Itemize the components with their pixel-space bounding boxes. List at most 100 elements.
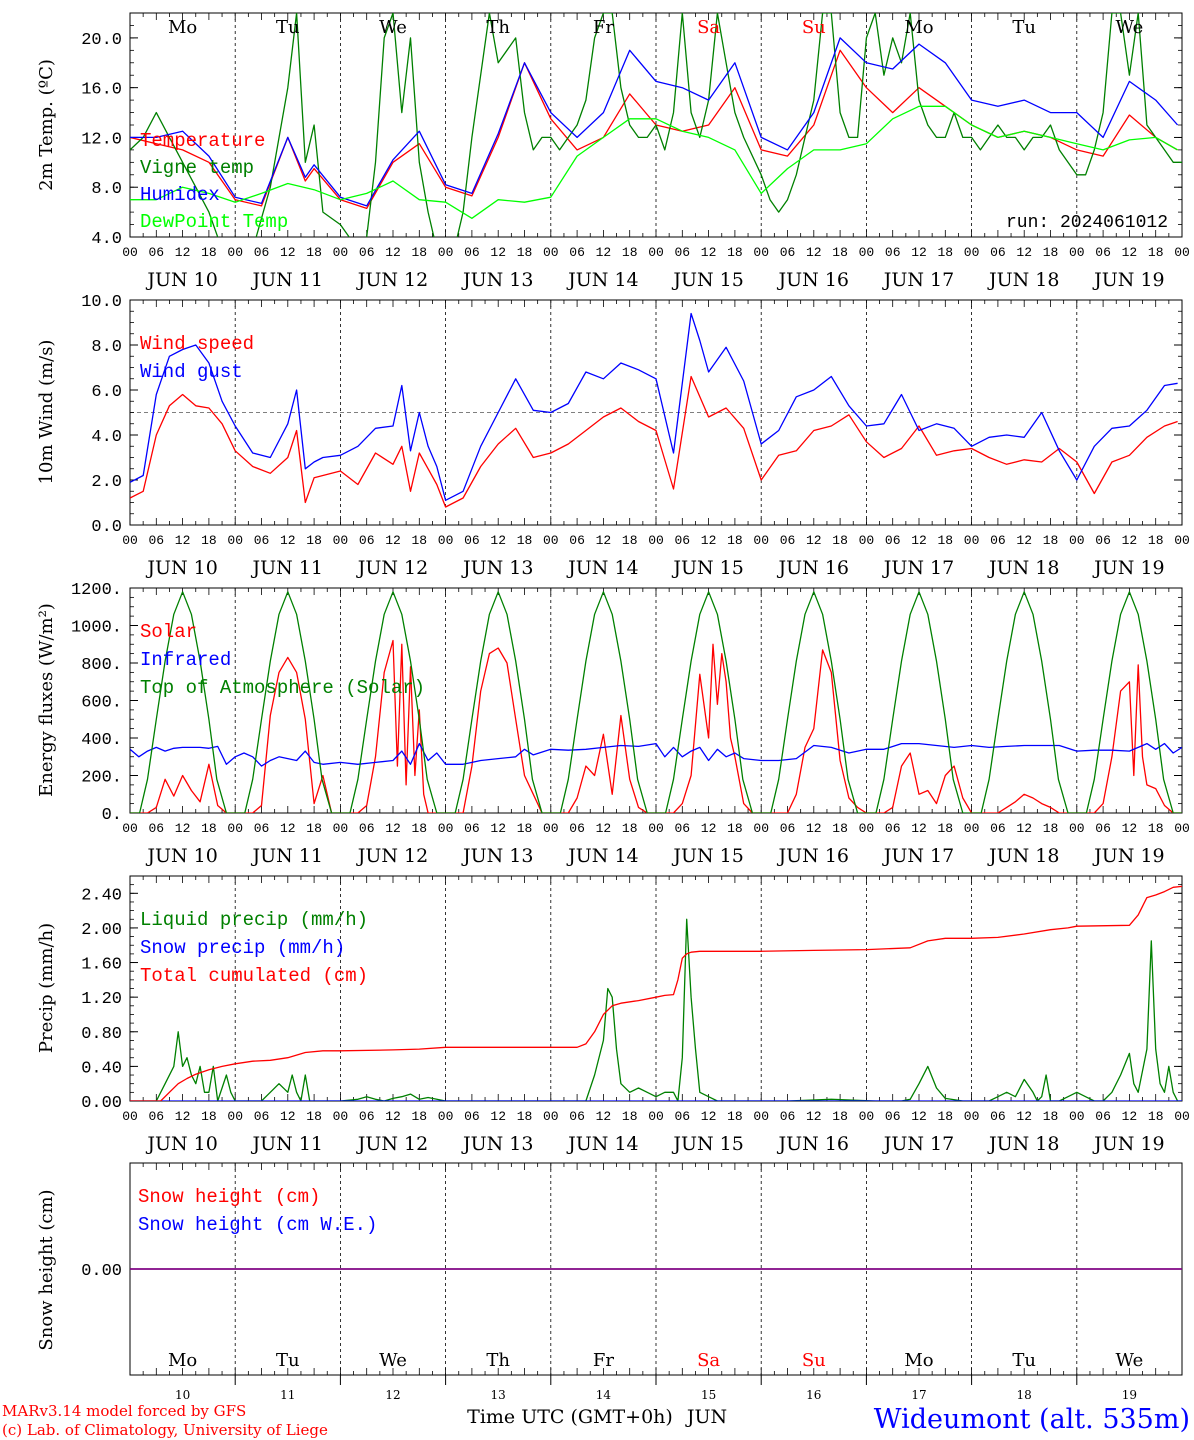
legend-entry: Snow precip (mm/h) <box>140 937 345 959</box>
date-label: JUN 18 <box>987 269 1059 291</box>
hour-tick-label: 00 <box>1174 821 1190 836</box>
hour-tick-label: 18 <box>517 821 533 836</box>
y-tick-label: 2.0 <box>91 473 122 492</box>
series-line-infrared <box>130 742 1182 767</box>
hour-tick-label: 18 <box>727 821 743 836</box>
hour-tick-label: 06 <box>780 821 796 836</box>
hour-tick-label: 06 <box>885 245 901 260</box>
hour-tick-label: 00 <box>1069 1109 1085 1124</box>
hour-tick-label: 12 <box>806 245 822 260</box>
date-label: JUN 15 <box>671 269 743 291</box>
y-tick-label: 20.0 <box>81 31 122 50</box>
hour-tick-label: 06 <box>780 245 796 260</box>
date-label: JUN 16 <box>777 845 849 867</box>
hour-tick-label: 18 <box>201 533 217 548</box>
date-label: JUN 17 <box>882 1133 954 1155</box>
hour-tick-label: 12 <box>806 1109 822 1124</box>
y-tick-label: 2.00 <box>81 921 122 940</box>
legend-entry: Humidex <box>140 184 220 206</box>
hour-tick-label: 00 <box>543 533 559 548</box>
date-label: JUN 17 <box>882 557 954 579</box>
date-label: JUN 11 <box>251 269 323 291</box>
hour-tick-label: 12 <box>701 245 717 260</box>
hour-tick-label: 12 <box>280 821 296 836</box>
hour-tick-label: 06 <box>885 1109 901 1124</box>
hour-tick-label: 00 <box>964 1109 980 1124</box>
series-line-wind-gust <box>130 312 1178 501</box>
hour-tick-label: 00 <box>122 1109 138 1124</box>
hour-tick-label: 06 <box>780 533 796 548</box>
legend-entry: Total cumulated (cm) <box>140 965 368 987</box>
legend-entry: Snow height (cm W.E.) <box>138 1214 377 1236</box>
hour-tick-label: 18 <box>201 1109 217 1124</box>
series-group-temp <box>130 13 1182 237</box>
date-label: JUN 13 <box>461 845 533 867</box>
hour-tick-label: 00 <box>333 821 349 836</box>
date-label: JUN 11 <box>251 1133 323 1155</box>
y-tick-label: 1.60 <box>81 956 122 975</box>
series-line-top-of-atmosphere-solar- <box>130 591 1182 813</box>
hour-tick-label: 12 <box>280 245 296 260</box>
hour-tick-label: 00 <box>227 245 243 260</box>
date-label: JUN 12 <box>356 845 428 867</box>
hour-tick-label: 18 <box>1043 245 1059 260</box>
hour-tick-label: 06 <box>464 1109 480 1124</box>
hour-tick-label: 12 <box>596 1109 612 1124</box>
hour-tick-label: 12 <box>490 245 506 260</box>
hour-tick-label: 06 <box>1095 821 1111 836</box>
hour-tick-label: 18 <box>937 1109 953 1124</box>
day-name-bottom: Fr <box>593 1350 614 1371</box>
day-number: 11 <box>280 1388 295 1402</box>
y-tick-label: 1200. <box>71 581 122 600</box>
hour-tick-label: 12 <box>596 245 612 260</box>
hour-tick-label: 12 <box>1016 245 1032 260</box>
y-tick-label: 0.40 <box>81 1059 122 1078</box>
hour-tick-label: 18 <box>832 533 848 548</box>
date-label: JUN 10 <box>145 557 217 579</box>
hour-tick-label: 06 <box>254 245 270 260</box>
date-label: JUN 14 <box>566 557 638 579</box>
run-label: run: 2024061012 <box>1006 213 1168 233</box>
date-label: JUN 16 <box>777 269 849 291</box>
hour-tick-label: 00 <box>859 1109 875 1124</box>
y-tick-label: 2.40 <box>81 886 122 905</box>
date-label: JUN 11 <box>251 557 323 579</box>
hour-tick-label: 12 <box>1122 245 1138 260</box>
date-label: JUN 16 <box>777 557 849 579</box>
hour-tick-label: 18 <box>622 1109 638 1124</box>
legend-entry: Vigne temp <box>140 157 254 179</box>
hour-tick-label: 12 <box>385 821 401 836</box>
legend-entry: Wind gust <box>140 361 243 383</box>
hour-tick-label: 18 <box>1148 821 1164 836</box>
hour-tick-label: 00 <box>1174 533 1190 548</box>
hour-tick-label: 00 <box>227 1109 243 1124</box>
hour-tick-label: 12 <box>490 533 506 548</box>
hour-tick-label: 00 <box>753 245 769 260</box>
hour-tick-label: 06 <box>1095 533 1111 548</box>
y-tick-label: 0.00 <box>81 1094 122 1113</box>
hour-tick-label: 12 <box>911 245 927 260</box>
date-label: JUN 11 <box>251 845 323 867</box>
hour-tick-label: 06 <box>990 1109 1006 1124</box>
hour-tick-label: 12 <box>175 245 191 260</box>
station-label: Wideumont (alt. 535m) <box>874 1404 1190 1435</box>
hour-tick-label: 00 <box>438 245 454 260</box>
hour-tick-label: 12 <box>911 821 927 836</box>
date-label: JUN 15 <box>671 557 743 579</box>
hour-tick-label: 00 <box>753 821 769 836</box>
time-axis-label: Time UTC (GMT+0h) <box>467 1406 673 1428</box>
hour-tick-label: 18 <box>937 245 953 260</box>
date-label: JUN 12 <box>356 557 428 579</box>
hour-tick-label: 18 <box>517 245 533 260</box>
hour-tick-label: 00 <box>1174 245 1190 260</box>
hour-tick-label: 12 <box>175 533 191 548</box>
hour-tick-label: 18 <box>622 821 638 836</box>
legend-entry: Snow height (cm) <box>138 1186 320 1208</box>
credit-line-1: MARv3.14 model forced by GFS <box>2 1402 246 1420</box>
hour-tick-label: 00 <box>1069 245 1085 260</box>
hour-tick-label: 00 <box>753 533 769 548</box>
hour-tick-label: 12 <box>911 1109 927 1124</box>
hour-tick-label: 18 <box>517 1109 533 1124</box>
day-name-top: Tu <box>1012 17 1036 38</box>
hour-tick-label: 00 <box>859 821 875 836</box>
